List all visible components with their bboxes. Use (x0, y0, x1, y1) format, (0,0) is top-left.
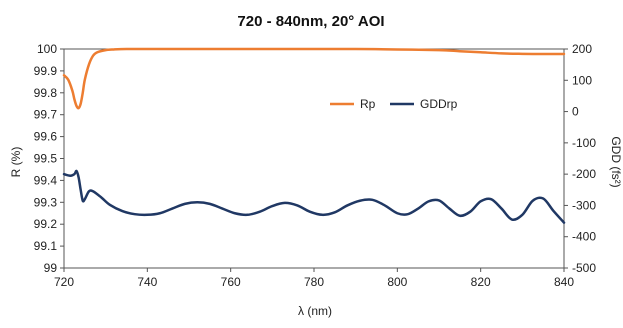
series-line-rp (62, 47, 566, 110)
left-tick-label: 100 (37, 42, 57, 56)
x-axis-ticks: 720 740 760 780 800 820 840 (54, 268, 574, 289)
x-tick-label: 740 (137, 275, 157, 289)
legend: Rp GDDrp (330, 97, 458, 111)
x-tick-label: 840 (554, 275, 574, 289)
right-tick-label: -400 (572, 230, 596, 244)
right-tick-label: 0 (572, 105, 579, 119)
left-tick-label: 99.1 (34, 239, 58, 253)
right-tick-label: -100 (572, 136, 596, 150)
x-tick-label: 720 (54, 275, 74, 289)
left-tick-label: 99.9 (34, 64, 58, 78)
left-tick-label: 99.8 (34, 86, 58, 100)
left-tick-label: 99.7 (34, 108, 58, 122)
right-tick-label: 100 (572, 73, 592, 87)
right-tick-label: -500 (572, 261, 596, 275)
series-layer (62, 47, 566, 224)
legend-label-rp: Rp (360, 97, 376, 111)
chart-title: 720 - 840nm, 20° AOI (237, 13, 384, 30)
right-tick-label: 200 (572, 42, 592, 56)
right-tick-label: -200 (572, 167, 596, 181)
left-tick-label: 99.5 (34, 152, 58, 166)
left-axis-ticks: 99 99.1 99.2 99.3 99.4 99.5 99.6 99.7 99.8 99.9 10… (34, 42, 64, 275)
plot-border (63, 48, 565, 269)
x-tick-label: 780 (304, 275, 324, 289)
left-tick-label: 99.2 (34, 217, 58, 231)
right-axis-label: GDD (fs²) (609, 136, 623, 187)
left-tick-label: 99.6 (34, 130, 58, 144)
x-tick-label: 760 (221, 275, 241, 289)
left-tick-label: 99 (44, 261, 58, 275)
right-axis-ticks: -500 -400 -300 -200 -100 0 100 200 (564, 42, 596, 275)
x-tick-label: 800 (387, 275, 407, 289)
left-tick-label: 99.4 (34, 173, 58, 187)
left-axis-label: R (%) (9, 147, 23, 178)
x-axis-label: λ (nm) (298, 304, 332, 318)
legend-label-gddrp: GDDrp (420, 97, 458, 111)
left-tick-label: 99.3 (34, 195, 58, 209)
x-tick-label: 820 (471, 275, 491, 289)
plot-frame (63, 48, 565, 269)
series-line-gddrp (62, 169, 566, 224)
right-tick-label: -300 (572, 198, 596, 212)
